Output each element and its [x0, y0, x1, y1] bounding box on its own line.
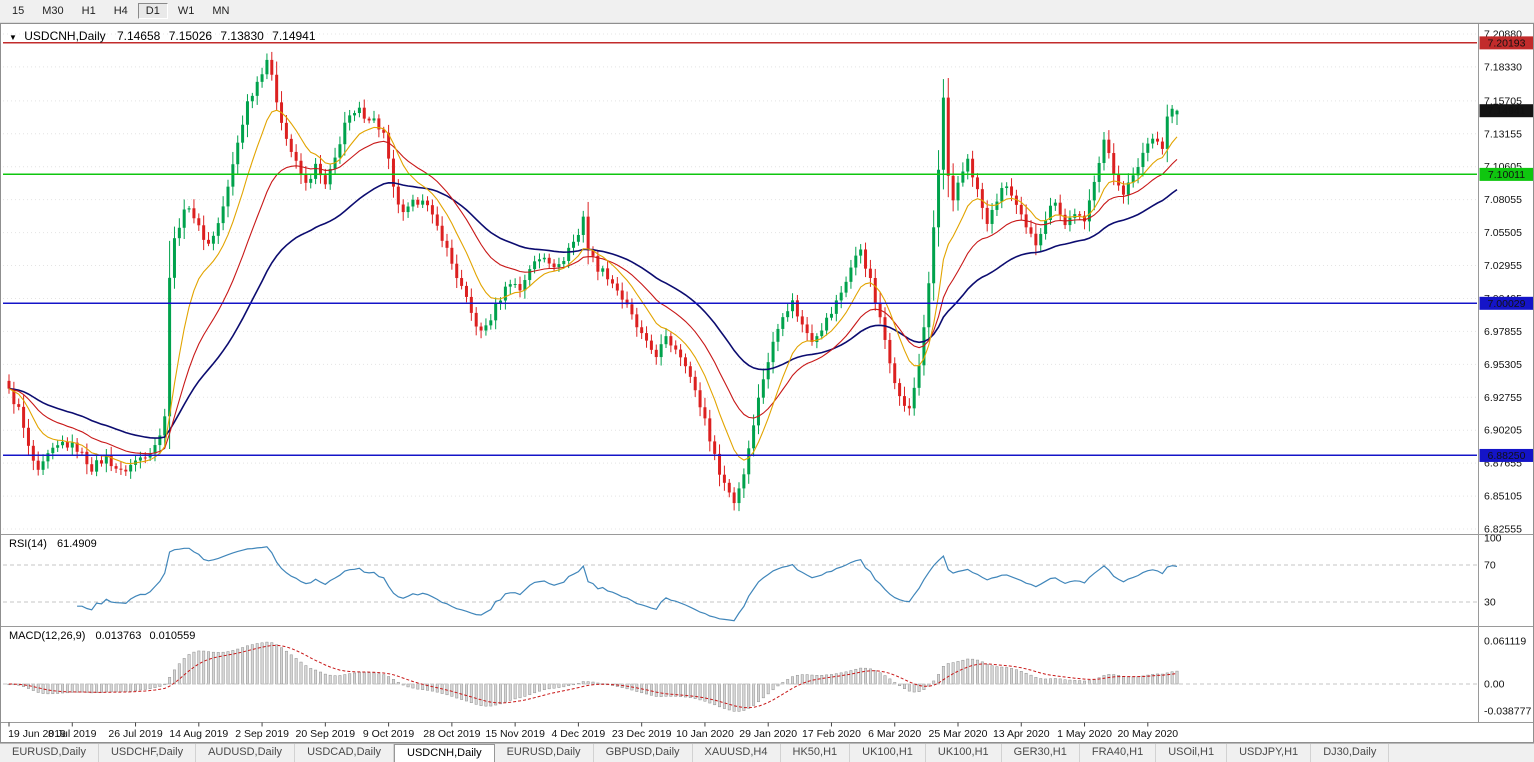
chart-tab-audusd-daily[interactable]: AUDUSD,Daily	[196, 744, 296, 762]
chart-tab-usdjpy-h1[interactable]: USDJPY,H1	[1227, 744, 1312, 762]
svg-text:17 Feb 2020: 17 Feb 2020	[802, 728, 861, 740]
rsi-label: RSI(14) 61.4909	[9, 538, 97, 550]
svg-text:29 Jan 2020: 29 Jan 2020	[739, 728, 797, 740]
price-tag-7.10011	[1479, 167, 1533, 181]
svg-text:13 Apr 2020: 13 Apr 2020	[993, 728, 1050, 740]
chart-tab-uk100-h1[interactable]: UK100,H1	[926, 744, 1002, 762]
svg-text:7.18330: 7.18330	[1484, 61, 1522, 73]
svg-text:6.95305: 6.95305	[1484, 359, 1522, 371]
svg-text:7.20193: 7.20193	[1488, 37, 1526, 49]
svg-text:30: 30	[1484, 597, 1496, 609]
svg-text:7.02955: 7.02955	[1484, 260, 1522, 272]
timeframe-button-mn[interactable]: MN	[204, 3, 237, 19]
price-tag-6.88250	[1479, 448, 1533, 462]
svg-text:9 Oct 2019: 9 Oct 2019	[363, 728, 415, 740]
chart-tab-gbpusd-daily[interactable]: GBPUSD,Daily	[594, 744, 693, 762]
svg-text:28 Oct 2019: 28 Oct 2019	[423, 728, 480, 740]
chart-tab-usdchf-daily[interactable]: USDCHF,Daily	[99, 744, 197, 762]
svg-text:6.85105: 6.85105	[1484, 491, 1522, 503]
chart-symbol-label: USDCNH,Daily	[24, 29, 105, 43]
timeframe-button-15[interactable]: 15	[4, 3, 32, 19]
svg-text:-0.038777: -0.038777	[1484, 706, 1531, 718]
price-axis[interactable]: 7.208807.183307.157057.131557.106057.080…	[1479, 29, 1534, 718]
timeframe-toolbar: 15 M30 H1 H4 D1 W1 MN	[0, 0, 1534, 23]
svg-text:7.14941: 7.14941	[1488, 105, 1526, 117]
chart-tab-hk50-h1[interactable]: HK50,H1	[781, 744, 851, 762]
svg-text:20 Sep 2019: 20 Sep 2019	[296, 728, 356, 740]
svg-text:25 Mar 2020: 25 Mar 2020	[929, 728, 988, 740]
chart-tab-eurusd-daily[interactable]: EURUSD,Daily	[0, 744, 99, 762]
svg-text:14 Aug 2019: 14 Aug 2019	[169, 728, 228, 740]
moving-averages-layer	[8, 109, 1178, 465]
svg-text:7.10011: 7.10011	[1488, 169, 1525, 181]
price-tag-7.20193	[1479, 36, 1533, 50]
timeframe-button-h1[interactable]: H1	[74, 3, 104, 19]
svg-text:23 Dec 2019: 23 Dec 2019	[612, 728, 672, 740]
svg-text:6.82555: 6.82555	[1484, 524, 1522, 536]
rsi-pane	[3, 546, 1477, 622]
svg-text:26 Jul 2019: 26 Jul 2019	[108, 728, 162, 740]
chart-tab-usdcnh-daily[interactable]: USDCNH,Daily	[394, 744, 495, 762]
svg-text:7.00029: 7.00029	[1488, 298, 1526, 310]
svg-text:0.00: 0.00	[1484, 679, 1505, 691]
svg-text:70: 70	[1484, 560, 1496, 572]
candles-layer	[7, 51, 1179, 512]
timeframe-button-h4[interactable]: H4	[106, 3, 136, 19]
svg-text:6.88250: 6.88250	[1488, 450, 1526, 462]
chart-canvas[interactable]: 7.208807.183307.157057.131557.106057.080…	[1, 24, 1533, 742]
timeframe-button-m30[interactable]: M30	[34, 3, 71, 19]
svg-text:7.05505: 7.05505	[1484, 227, 1522, 239]
pane-separators	[1, 24, 1533, 723]
chart-title-ohlc: ▼ USDCNH,Daily 7.14658 7.15026 7.13830 7…	[9, 29, 316, 43]
price-gridlines	[3, 33, 1477, 530]
chart-window: 7.20880 7.18330 7.15705 7.13155 7.10605 7.080…	[0, 23, 1534, 743]
chart-tab-bar: EURUSD,Daily USDCHF,Daily AUDUSD,Daily USDC…	[0, 743, 1534, 762]
svg-text:20 May 2020: 20 May 2020	[1117, 728, 1178, 740]
svg-text:8 Jul 2019: 8 Jul 2019	[48, 728, 97, 740]
chart-tab-usoil-h1[interactable]: USOil,H1	[1156, 744, 1228, 762]
svg-text:6.90205: 6.90205	[1484, 425, 1522, 437]
current-price-tag	[1479, 104, 1533, 118]
chart-tab-xauusd-h4[interactable]: XAUUSD,H4	[693, 744, 781, 762]
timeframe-button-d1[interactable]: D1	[137, 3, 168, 19]
svg-text:10 Jan 2020: 10 Jan 2020	[676, 728, 734, 740]
chart-tab-usdcad-daily[interactable]: USDCAD,Daily	[295, 744, 395, 762]
timeframe-button-w1[interactable]: W1	[170, 3, 203, 19]
svg-text:0.061119: 0.061119	[1484, 636, 1526, 648]
svg-text:6.97855: 6.97855	[1484, 326, 1522, 338]
chart-tab-eurusd-daily[interactable]: EURUSD,Daily	[495, 744, 594, 762]
ohlc-low: 7.13830	[220, 29, 264, 43]
svg-text:2 Sep 2019: 2 Sep 2019	[235, 728, 289, 740]
svg-text:4 Dec 2019: 4 Dec 2019	[552, 728, 606, 740]
ohlc-close: 7.14941	[272, 29, 316, 43]
svg-text:100: 100	[1484, 533, 1502, 545]
chart-tab-dj30-daily[interactable]: DJ30,Daily	[1311, 744, 1390, 762]
chart-tab-fra40-h1[interactable]: FRA40,H1	[1080, 744, 1157, 762]
svg-text:7.08055: 7.08055	[1484, 194, 1522, 206]
svg-text:1 May 2020: 1 May 2020	[1057, 728, 1112, 740]
macd-pane	[3, 641, 1477, 712]
horizontal-lines-layer	[3, 42, 1477, 457]
chart-tab-ger30-h1[interactable]: GER30,H1	[1002, 744, 1080, 762]
macd-label: MACD(12,26,9) 0.013763 0.010559	[9, 630, 195, 642]
title-dropdown-icon[interactable]: ▼	[9, 33, 17, 42]
svg-text:19 Jun 2019: 19 Jun 2019	[8, 728, 66, 740]
svg-text:6 Mar 2020: 6 Mar 2020	[868, 728, 921, 740]
chart-tab-uk100-h1[interactable]: UK100,H1	[850, 744, 926, 762]
ohlc-high: 7.15026	[169, 29, 213, 43]
price-tag-7.00029	[1479, 296, 1533, 310]
svg-text:15 Nov 2019: 15 Nov 2019	[485, 728, 545, 740]
svg-text:7.13155: 7.13155	[1484, 128, 1522, 140]
ohlc-open: 7.14658	[117, 29, 161, 43]
svg-text:6.92755: 6.92755	[1484, 392, 1522, 404]
